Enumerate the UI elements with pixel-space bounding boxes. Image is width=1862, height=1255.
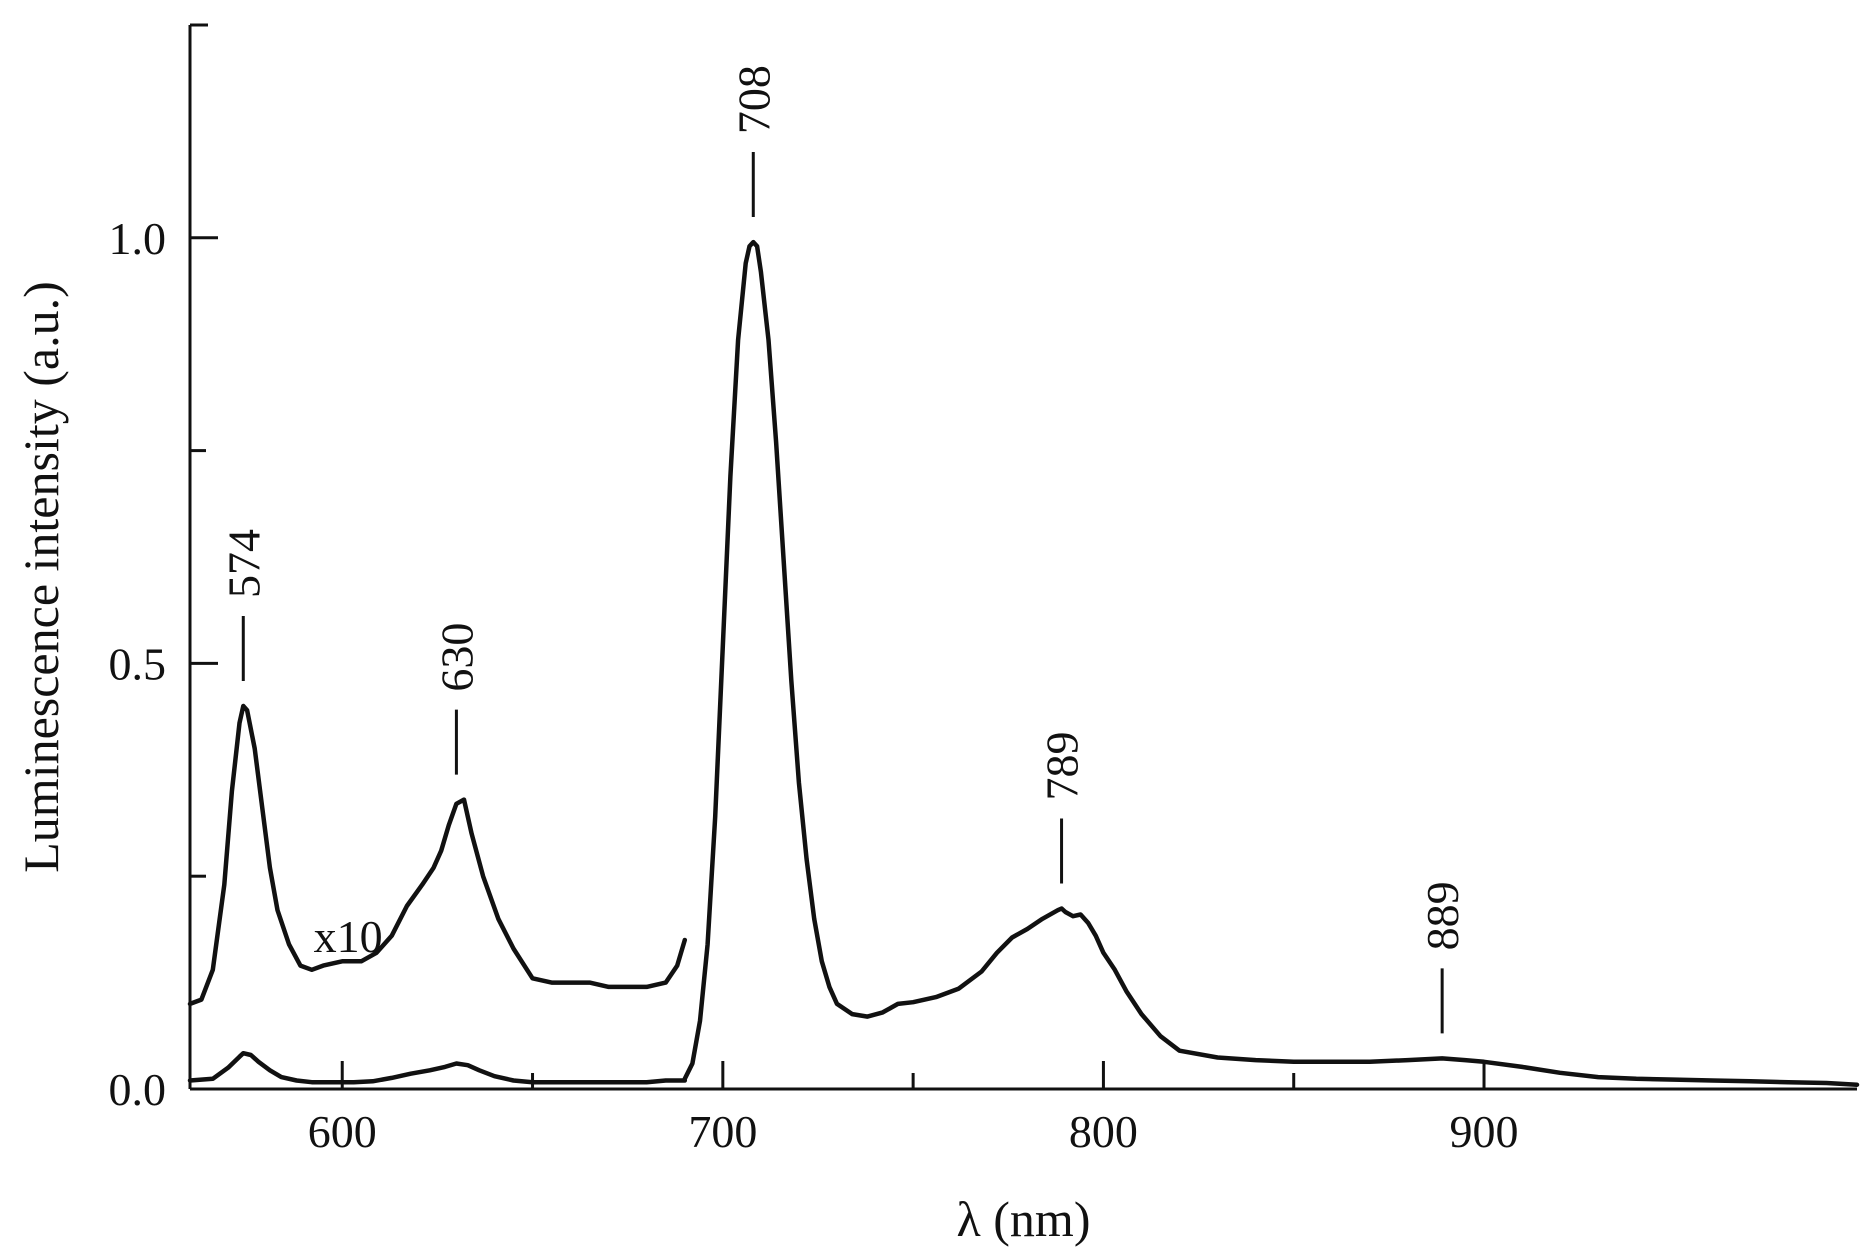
axes: [188, 23, 1857, 1091]
peak-label: 630: [431, 623, 482, 692]
series-line-2: [682, 239, 1860, 1087]
x-axis-title: λ (nm): [957, 1191, 1091, 1247]
x-tick-label: 800: [1069, 1106, 1138, 1157]
y-tick-label: 0.0: [109, 1064, 167, 1115]
scale-note: x10: [314, 911, 383, 962]
x-tick-label: 600: [308, 1106, 377, 1157]
x-tick-label: 700: [688, 1106, 757, 1157]
x-tick-label: 900: [1450, 1106, 1519, 1157]
series-line-1: [187, 1050, 688, 1085]
y-tick-label: 0.5: [109, 638, 167, 689]
y-axis-title: Luminescence intensity (a.u.): [13, 281, 69, 872]
series-line-3: [187, 703, 688, 1007]
peak-label: 574: [218, 529, 269, 598]
series-group: [187, 239, 1860, 1087]
peak-label: 889: [1417, 881, 1468, 950]
tick-labels: 600 700 800 900 0.0 0.5 1.0: [109, 213, 1519, 1157]
annotations: 574 630 708 789 889 x10: [218, 65, 1468, 1034]
ticks: [190, 236, 1486, 1091]
peak-label: 708: [728, 65, 779, 134]
peak-label: 789: [1037, 732, 1088, 801]
y-tick-label: 1.0: [109, 213, 167, 264]
